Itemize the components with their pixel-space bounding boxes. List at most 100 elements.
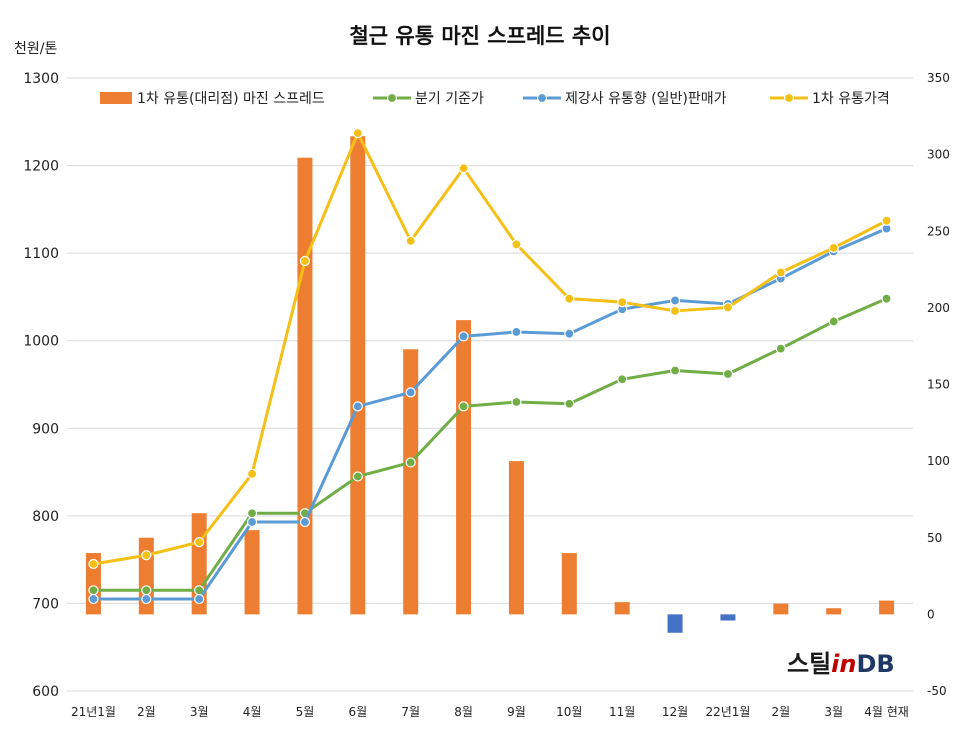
series-point-0 xyxy=(669,365,681,376)
series-line-2 xyxy=(93,131,888,566)
legend-label-0: 분기 기준가 xyxy=(415,91,484,107)
chart-title: 철근 유통 마진 스프레드 추이 xyxy=(349,24,610,48)
bar-margin-spread xyxy=(826,608,842,615)
x-tick-label: 3월 xyxy=(190,705,209,719)
x-tick-label: 5월 xyxy=(296,705,315,719)
series-point-2 xyxy=(405,235,416,246)
series-point-1 xyxy=(141,593,152,605)
series-point-2 xyxy=(669,305,681,317)
legend-marker-1 xyxy=(536,92,548,104)
svg-text:스틸inDB: 스틸inDB xyxy=(787,650,895,678)
legend-label-2: 1차 유통가격 xyxy=(812,91,890,107)
bar-margin-spread xyxy=(403,349,419,615)
x-tick-label: 4월 xyxy=(243,705,262,719)
logo: 스틸inDB xyxy=(787,650,895,678)
bar-margin-spread xyxy=(508,461,524,615)
legend-label-1: 제강사 유통향 (일반)판매가 xyxy=(565,91,727,107)
y2-tick-label: 0 xyxy=(927,607,935,621)
series-point-2 xyxy=(458,163,469,174)
series-point-0 xyxy=(617,374,628,385)
legend-marker-2 xyxy=(783,92,795,104)
series-point-0 xyxy=(141,585,152,596)
series-point-2 xyxy=(828,242,839,253)
bar-margin-spread xyxy=(667,614,683,633)
series-point-0 xyxy=(511,396,522,408)
x-tick-label: 4월 현재 xyxy=(864,705,909,719)
series-point-1 xyxy=(564,328,575,339)
series-point-1 xyxy=(405,387,416,398)
y-axis-left: 1300 1200 1100 1000 900 800 700 600 xyxy=(23,71,59,700)
y2-tick-label: 350 xyxy=(927,71,950,85)
series-point-2 xyxy=(511,239,522,250)
x-tick-label: 6월 xyxy=(348,705,367,719)
x-tick-label: 9월 xyxy=(507,705,526,719)
x-tick-label: 2월 xyxy=(771,705,790,719)
y-tick-label: 1000 xyxy=(23,334,59,350)
bar-margin-spread xyxy=(350,136,366,615)
bar-margin-spread xyxy=(456,320,472,615)
x-tick-label: 8월 xyxy=(454,705,473,719)
logo-text-a: 스틸 xyxy=(787,650,831,678)
y-tick-label: 600 xyxy=(32,684,59,700)
series-point-2 xyxy=(617,297,628,308)
grid xyxy=(67,77,913,692)
series-point-0 xyxy=(88,585,99,596)
series-point-1 xyxy=(352,401,363,412)
x-tick-label: 21년1월 xyxy=(71,705,116,719)
x-tick-label: 7월 xyxy=(401,705,420,719)
y-tick-label: 800 xyxy=(32,509,59,525)
y2-tick-label: 150 xyxy=(927,378,950,392)
y-axis-right: 350 300 250 200 150 100 50 0 -50 xyxy=(927,71,950,698)
bar-margin-spread xyxy=(561,553,577,615)
logo-text-c: DB xyxy=(856,650,894,678)
series-point-2 xyxy=(246,468,258,479)
y-tick-label: 1200 xyxy=(23,159,59,175)
bar-margin-spread xyxy=(773,603,789,615)
y2-tick-label: 100 xyxy=(927,454,950,468)
x-tick-label: 12월 xyxy=(662,705,688,719)
series-point-2 xyxy=(564,293,575,304)
x-tick-label: 22년1월 xyxy=(705,705,750,719)
y-tick-label: 900 xyxy=(32,421,59,437)
line-series xyxy=(88,128,892,605)
logo-text-b: in xyxy=(831,650,856,678)
series-point-0 xyxy=(775,343,786,354)
series-point-0 xyxy=(828,316,839,327)
series-point-2 xyxy=(299,255,311,267)
series-point-1 xyxy=(511,326,522,338)
series-point-1 xyxy=(669,295,681,306)
series-point-1 xyxy=(458,331,469,342)
series-point-2 xyxy=(881,215,892,226)
bar-margin-spread xyxy=(720,614,736,621)
bar-margin-spread xyxy=(244,530,260,615)
series-point-2 xyxy=(775,267,786,278)
series-point-0 xyxy=(352,471,363,482)
y-tick-label: 1300 xyxy=(23,71,59,87)
x-tick-label: 11월 xyxy=(609,705,635,719)
series-point-2 xyxy=(194,537,205,548)
series-point-0 xyxy=(458,401,469,412)
series-point-0 xyxy=(246,508,258,519)
series-point-2 xyxy=(88,558,99,570)
series-point-0 xyxy=(564,398,575,409)
series-point-1 xyxy=(194,593,205,605)
y2-tick-label: 300 xyxy=(927,148,950,162)
y-tick-label: 700 xyxy=(32,596,59,612)
y2-tick-label: 250 xyxy=(927,224,950,238)
series-point-0 xyxy=(405,457,416,468)
bar-margin-spread xyxy=(879,600,895,615)
series-point-1 xyxy=(88,593,99,605)
y-axis-unit: 천원/톤 xyxy=(14,41,57,57)
series-point-1 xyxy=(299,516,311,528)
legend-swatch-bar xyxy=(100,92,132,104)
series-point-1 xyxy=(246,516,258,528)
x-tick-label: 10월 xyxy=(556,705,582,719)
series-point-2 xyxy=(141,550,152,561)
bar-series xyxy=(85,136,895,633)
series-line-0 xyxy=(93,297,888,592)
bar-margin-spread xyxy=(614,602,630,615)
y2-tick-label: -50 xyxy=(927,684,947,698)
legend-marker-0 xyxy=(386,92,398,104)
